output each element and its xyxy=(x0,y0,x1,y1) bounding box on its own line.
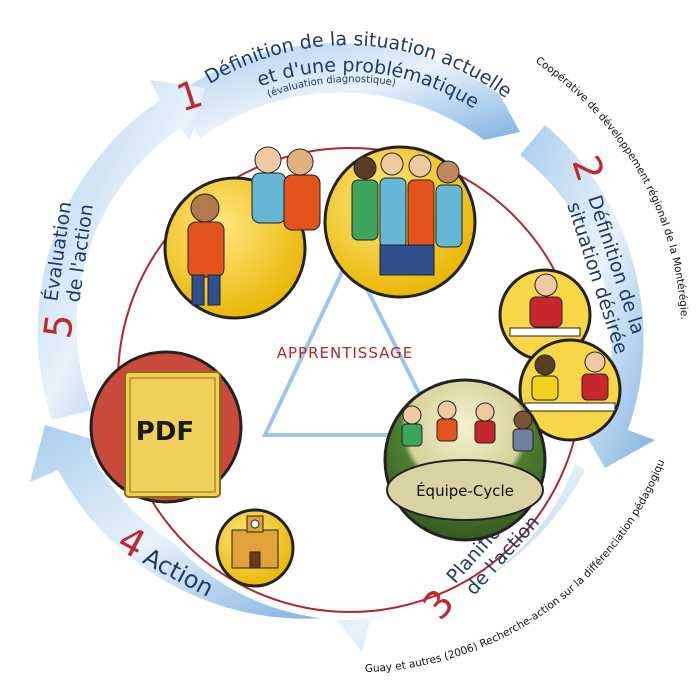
step-5: 5 Évaluation de l'action xyxy=(35,200,98,341)
student-figure xyxy=(283,148,321,231)
student-figure xyxy=(251,146,287,224)
pdf-illustration: PDF xyxy=(89,350,243,504)
team-label: Équipe-Cycle xyxy=(416,481,514,500)
student-group xyxy=(351,152,463,276)
school-illustration xyxy=(215,508,295,588)
student-figure xyxy=(187,193,225,306)
desired-situation-illustration xyxy=(498,268,622,442)
pdf-label: PDF xyxy=(136,417,194,447)
team-table xyxy=(386,459,544,521)
book-icon xyxy=(124,371,221,498)
center-label: APPRENTISSAGE xyxy=(277,344,413,362)
learning-triangle xyxy=(261,250,444,437)
arrow-segment-2 xyxy=(520,125,655,468)
arrow-segment-5 xyxy=(37,80,206,420)
students-illustration xyxy=(163,145,477,320)
team-illustration: Équipe-Cycle xyxy=(383,378,547,542)
arrow-segment-1 xyxy=(175,43,520,140)
